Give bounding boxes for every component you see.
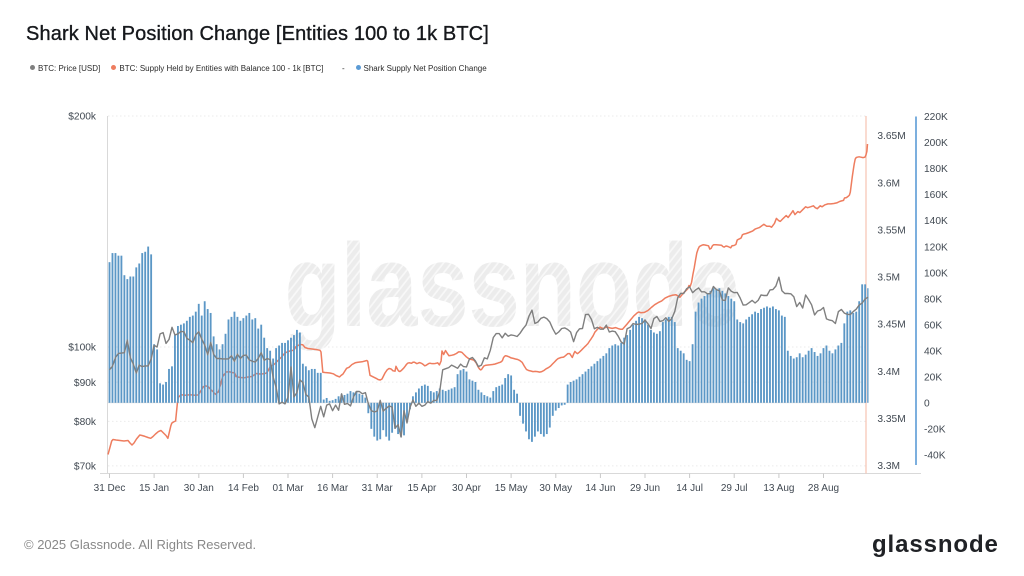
- svg-text:140K: 140K: [924, 216, 948, 227]
- svg-text:14 Jun: 14 Jun: [585, 483, 615, 494]
- svg-text:3.45M: 3.45M: [877, 320, 905, 331]
- svg-text:3.4M: 3.4M: [877, 367, 900, 378]
- svg-text:60K: 60K: [924, 320, 942, 331]
- svg-text:13 Aug: 13 Aug: [763, 483, 794, 494]
- svg-text:29 Jul: 29 Jul: [721, 483, 748, 494]
- svg-text:14 Feb: 14 Feb: [228, 483, 260, 494]
- svg-text:01 Mar: 01 Mar: [272, 483, 304, 494]
- svg-text:29 Jun: 29 Jun: [630, 483, 660, 494]
- svg-text:3.3M: 3.3M: [877, 461, 900, 472]
- svg-text:3.5M: 3.5M: [877, 273, 900, 284]
- svg-text:$200k: $200k: [68, 112, 97, 123]
- svg-text:220K: 220K: [924, 112, 948, 123]
- svg-text:31 Dec: 31 Dec: [94, 483, 126, 494]
- svg-text:3.6M: 3.6M: [877, 178, 900, 189]
- svg-text:$80k: $80k: [74, 417, 97, 428]
- svg-text:3.55M: 3.55M: [877, 225, 905, 236]
- svg-text:-20K: -20K: [924, 425, 946, 436]
- svg-text:3.65M: 3.65M: [877, 131, 905, 142]
- svg-text:15 May: 15 May: [495, 483, 528, 494]
- svg-text:16 Mar: 16 Mar: [317, 483, 349, 494]
- svg-text:15 Jan: 15 Jan: [139, 483, 169, 494]
- svg-text:30 Jan: 30 Jan: [184, 483, 214, 494]
- svg-text:20K: 20K: [924, 373, 942, 384]
- svg-text:$100k: $100k: [68, 343, 97, 354]
- svg-text:$70k: $70k: [74, 462, 97, 473]
- svg-text:15 Apr: 15 Apr: [407, 483, 437, 494]
- svg-text:200K: 200K: [924, 138, 948, 149]
- svg-text:120K: 120K: [924, 242, 948, 253]
- svg-text:180K: 180K: [924, 164, 948, 175]
- svg-text:28 Aug: 28 Aug: [808, 483, 839, 494]
- svg-text:80K: 80K: [924, 294, 942, 305]
- svg-text:100K: 100K: [924, 268, 948, 279]
- svg-text:31 Mar: 31 Mar: [362, 483, 394, 494]
- svg-text:14 Jul: 14 Jul: [676, 483, 703, 494]
- svg-text:30 Apr: 30 Apr: [452, 483, 482, 494]
- svg-text:160K: 160K: [924, 190, 948, 201]
- svg-text:-40K: -40K: [924, 451, 946, 462]
- svg-text:40K: 40K: [924, 346, 942, 357]
- svg-text:$90k: $90k: [74, 378, 97, 389]
- svg-text:0: 0: [924, 399, 930, 410]
- svg-text:3.35M: 3.35M: [877, 414, 905, 425]
- svg-text:30 May: 30 May: [539, 483, 572, 494]
